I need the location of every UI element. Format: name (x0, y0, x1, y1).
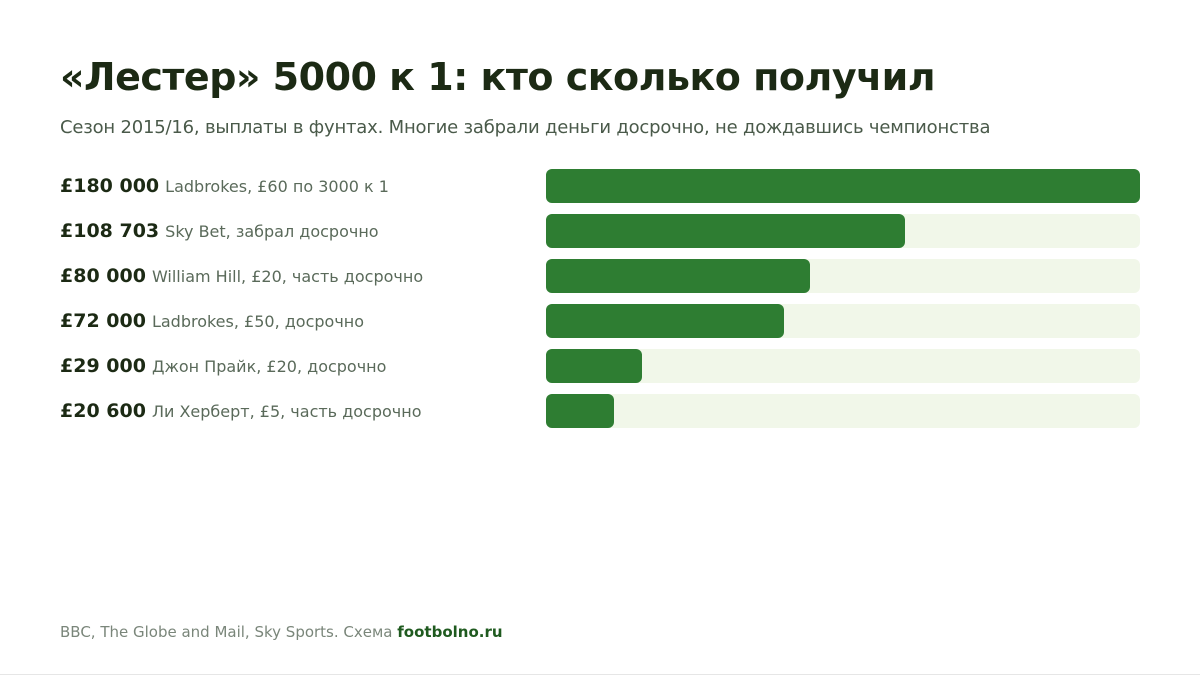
bar-value-label: £29 000 (60, 355, 146, 377)
bar (546, 214, 905, 248)
bar-row: £72 000 Ladbrokes, £50, досрочно (0, 304, 1200, 338)
brand-link[interactable]: footbolno.ru (397, 623, 503, 641)
bar-track (546, 394, 1140, 428)
bar-track (546, 304, 1140, 338)
bar-value-label: £180 000 (60, 175, 160, 197)
bar-track (546, 349, 1140, 383)
source-text: BBC, The Globe and Mail, Sky Sports. Схе… (60, 623, 393, 641)
bar-label: £80 000 William Hill, £20, часть досрочно (60, 259, 423, 293)
bar-track (546, 169, 1140, 203)
bar-track (546, 259, 1140, 293)
bar-label: £72 000 Ladbrokes, £50, досрочно (60, 304, 364, 338)
bar-row: £180 000 Ladbrokes, £60 по 3000 к 1 (0, 169, 1200, 203)
bar-value-label: £20 600 (60, 400, 146, 422)
bar-category-label: Sky Bet, забрал досрочно (165, 222, 379, 241)
bar-category-label: Ladbrokes, £50, досрочно (151, 312, 365, 331)
bar-label: £29 000 Джон Прайк, £20, досрочно (60, 349, 386, 383)
bar-label: £180 000 Ladbrokes, £60 по 3000 к 1 (60, 169, 389, 203)
bar-category-label: Джон Прайк, £20, досрочно (151, 357, 387, 376)
chart-subtitle: Сезон 2015/16, выплаты в фунтах. Многие … (60, 117, 991, 138)
bar (546, 349, 642, 383)
bar-category-label: William Hill, £20, часть досрочно (151, 267, 424, 286)
chart-title: «Лестер» 5000 к 1: кто сколько получил (60, 55, 936, 99)
bar (546, 259, 810, 293)
bar-label: £20 600 Ли Херберт, £5, часть досрочно (60, 394, 422, 428)
bar-value-label: £108 703 (60, 220, 160, 242)
bar-category-label: Ladbrokes, £60 по 3000 к 1 (165, 177, 389, 196)
bar (546, 394, 614, 428)
bar-value-label: £72 000 (60, 310, 146, 332)
bar-label: £108 703 Sky Bet, забрал досрочно (60, 214, 379, 248)
bar-row: £108 703 Sky Bet, забрал досрочно (0, 214, 1200, 248)
bar-track (546, 214, 1140, 248)
bar-row: £29 000 Джон Прайк, £20, досрочно (0, 349, 1200, 383)
footer: BBC, The Globe and Mail, Sky Sports. Схе… (60, 623, 503, 641)
bar-category-label: Ли Херберт, £5, часть досрочно (151, 402, 422, 421)
bar-row: £80 000 William Hill, £20, часть досрочно (0, 259, 1200, 293)
bar-row: £20 600 Ли Херберт, £5, часть досрочно (0, 394, 1200, 428)
bar (546, 304, 784, 338)
bar (546, 169, 1140, 203)
bar-value-label: £80 000 (60, 265, 146, 287)
